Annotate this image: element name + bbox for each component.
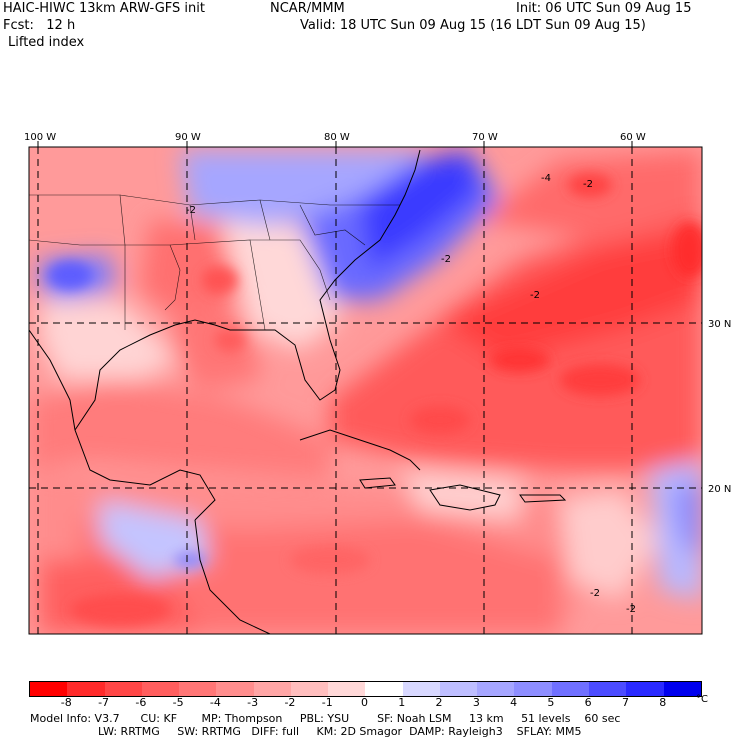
coastline-outline [29,149,567,634]
lon-label-70w: 70 W [472,132,498,143]
colorbar-tick-label: -3 [247,696,259,709]
colorbar-swatch [514,682,552,696]
colorbar [29,681,702,697]
contour-label: -2 [441,254,451,265]
colorbar-tick-label: 1 [398,696,406,709]
colorbar-swatch [328,682,366,696]
colorbar-tick-label: -6 [135,696,147,709]
colorbar-swatch [626,682,664,696]
colorbar-tick-label: 5 [547,696,555,709]
lon-label-60w: 60 W [620,132,646,143]
model-title: HAIC-HIWC 13km ARW-GFS init [3,1,205,16]
colorbar-tick-label: -4 [209,696,221,709]
colorbar-tick-label: 8 [659,696,667,709]
colorbar-swatch [67,682,105,696]
colorbar-swatch [439,682,478,696]
lat-label-20n: 20 N [708,484,731,495]
model-info-line-1: Model Info: V3.7 CU: KF MP: Thompson PBL… [30,712,621,725]
init-time: Init: 06 UTC Sun 09 Aug 15 [516,1,692,16]
colorbar-tick-label: 0 [361,696,368,709]
colorbar-tick-label: 7 [621,696,629,709]
colorbar-swatch [477,682,515,696]
map-field [29,147,702,634]
colorbar-tick-label: 3 [472,696,480,709]
colorbar-swatch [141,682,180,696]
lat-label-30n: 30 N [708,319,731,330]
field-name: Lifted index [8,35,85,50]
colorbar-swatch [290,682,329,696]
colorbar-swatch [588,682,627,696]
lon-label-100w: 100 W [24,132,56,143]
colorbar-unit: °C [696,694,708,705]
colorbar-tick-label: -8 [60,696,72,709]
graticule [29,147,702,634]
colorbar-tick-label: 4 [510,696,518,709]
colorbar-swatch [551,682,589,696]
colorbar-swatch [104,682,142,696]
model-info-line-2: LW: RRTMG SW: RRTMG DIFF: full KM: 2D Sm… [98,725,582,738]
contour-label: -2 [186,205,196,216]
colorbar-swatch [30,682,68,696]
contour-label: -2 [530,290,540,301]
contour-label: -4 [541,173,551,184]
colorbar-swatch [365,682,403,696]
colorbar-tick-label: 6 [584,696,592,709]
state-borders [29,194,400,331]
contour-label: -2 [590,588,600,599]
colorbar-tick-label: -1 [321,696,333,709]
contour-label: -2 [583,179,593,190]
colorbar-tick-label: 2 [435,696,443,709]
forecast-hour: Fcst: 12 h [3,18,76,33]
valid-time: Valid: 18 UTC Sun 09 Aug 15 (16 LDT Sun … [300,18,646,33]
colorbar-tick-label: -2 [284,696,296,709]
colorbar-tick-label: -5 [172,696,184,709]
map-frame [28,146,703,635]
lon-label-80w: 80 W [324,132,350,143]
colorbar-swatch [402,682,440,696]
colorbar-swatch [663,682,701,696]
contour-label: -2 [626,604,636,615]
lon-ticks [37,141,633,147]
colorbar-swatch [216,682,254,696]
organization-label: NCAR/MMM [270,1,345,16]
lon-label-90w: 90 W [175,132,201,143]
colorbar-swatch [179,682,217,696]
colorbar-tick-label: -7 [98,696,110,709]
colorbar-swatch [253,682,291,696]
